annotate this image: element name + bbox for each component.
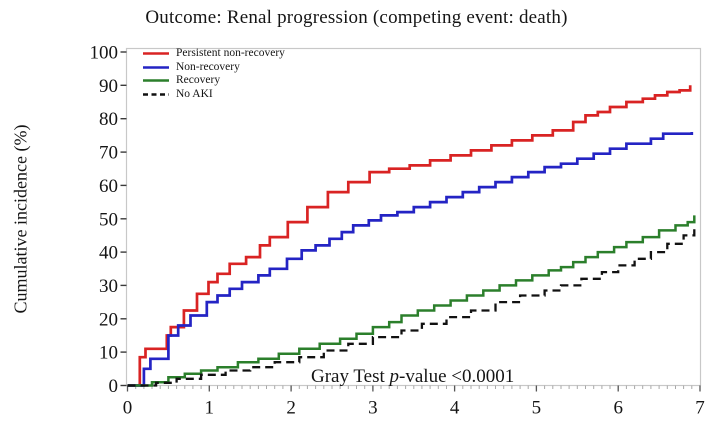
annotation-suffix: -value <0.0001 xyxy=(399,366,515,387)
series-non-recovery xyxy=(127,132,694,387)
legend-swatch-recovery-line-icon xyxy=(143,79,169,82)
legend-item-non-recovery: Non-recovery xyxy=(143,60,285,74)
legend-swatch-persistent-non-recovery-line-icon xyxy=(143,52,169,55)
annotation-p-italic: p xyxy=(389,366,400,387)
legend-label-recovery: Recovery xyxy=(176,74,221,86)
legend-label-persistent-non-recovery: Persistent non-recovery xyxy=(176,47,285,59)
gray-test-annotation: Gray Test p-value <0.0001 xyxy=(311,366,514,388)
legend-swatch-no-aki-line-icon xyxy=(143,93,169,96)
y-tick-label: 30 xyxy=(99,276,118,297)
y-tick-label: 70 xyxy=(99,143,118,164)
legend-item-recovery: Recovery xyxy=(143,74,285,87)
series-no-aki xyxy=(127,228,696,387)
y-tick-label: 20 xyxy=(99,309,118,330)
legend-label-non-recovery: Non-recovery xyxy=(176,60,240,73)
y-tick-label: 10 xyxy=(99,343,118,364)
x-tick-label: 6 xyxy=(613,398,623,419)
y-tick-label: 40 xyxy=(99,243,118,264)
series-persistent-non-recovery xyxy=(127,85,692,387)
legend-swatch-non-recovery-line-icon xyxy=(143,66,169,69)
y-tick-label: 100 xyxy=(90,43,119,64)
x-tick-label: 5 xyxy=(532,398,542,419)
x-tick-label: 0 xyxy=(123,398,133,419)
y-tick-label: 50 xyxy=(99,209,118,230)
legend-item-no-aki: No AKI xyxy=(143,87,285,101)
legend: Persistent non-recovery Non-recovery Recov… xyxy=(143,47,285,101)
y-tick-label: 0 xyxy=(109,376,119,397)
y-tick-label: 90 xyxy=(99,76,118,97)
x-tick-label: 1 xyxy=(205,398,215,419)
x-tick-label: 7 xyxy=(695,398,705,419)
x-tick-label: 3 xyxy=(368,398,378,419)
chart-title: Outcome: Renal progression (competing ev… xyxy=(145,7,568,28)
y-tick-label: 80 xyxy=(99,109,118,130)
x-tick-label: 4 xyxy=(450,398,460,419)
series-recovery xyxy=(127,215,696,387)
legend-item-persistent-non-recovery: Persistent non-recovery xyxy=(143,47,285,60)
annotation-prefix: Gray Test xyxy=(311,366,390,387)
y-tick-label: 60 xyxy=(99,176,118,197)
legend-label-no-aki: No AKI xyxy=(176,87,213,100)
x-tick-label: 2 xyxy=(286,398,296,419)
